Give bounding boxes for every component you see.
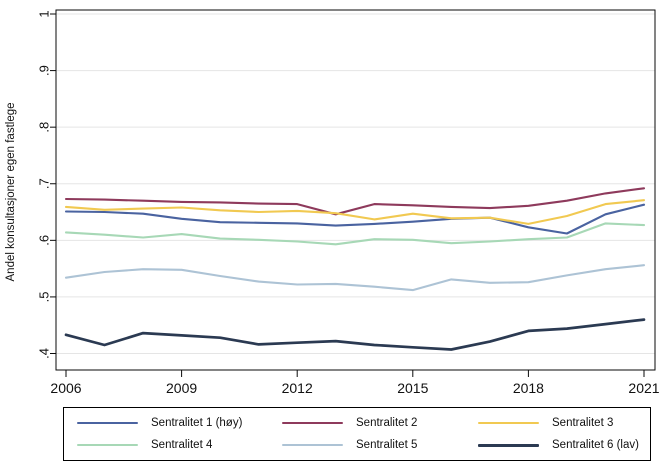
legend-label: Sentralitet 4 (151, 439, 213, 451)
series-line-4 (64, 222, 646, 246)
x-tick-label: 2018 (513, 380, 544, 396)
plot-border (55, 9, 656, 371)
y-axis-title: Andel konsultasjoner egen fastlege (5, 102, 17, 281)
series-line-1 (64, 203, 646, 235)
line-chart: .4 .5 .6 .7 .8 .9 1 2006 2009 2012 2015 2018 2021 An… (5, 9, 660, 396)
y-tick-label: .8 (37, 122, 52, 133)
legend-label: Sentralitet 5 (356, 439, 418, 451)
series-line-5 (64, 264, 646, 292)
legend-line-swatch (478, 443, 539, 447)
series-lines (64, 187, 646, 351)
series-line-2 (64, 187, 646, 216)
axis-ticks (50, 13, 645, 377)
x-tick-label: 2015 (397, 380, 428, 396)
legend-line-swatch (282, 421, 343, 425)
y-tick-label: 1 (37, 10, 52, 17)
x-tick-label: 2021 (628, 380, 659, 396)
legend-line-swatch (77, 421, 138, 425)
series-line-6 (64, 318, 646, 351)
legend-line-swatch (77, 443, 138, 447)
legend-label: Sentralitet 6 (lav) (552, 439, 639, 451)
legend-label: Sentralitet 1 (høy) (151, 417, 243, 429)
legend-item-sentralitet-4: Sentralitet 4 (77, 439, 282, 451)
legend-item-sentralitet-6: Sentralitet 6 (lav) (478, 439, 646, 451)
y-tick-label: .4 (37, 348, 52, 359)
legend: Sentralitet 1 (høy) Sentralitet 2 Sentra… (63, 407, 651, 461)
legend-label: Sentralitet 2 (356, 417, 418, 429)
series-line-3 (64, 199, 646, 225)
x-tick-label: 2009 (166, 380, 197, 396)
x-tick-label: 2006 (50, 380, 81, 396)
y-tick-label: .6 (37, 235, 52, 246)
y-tick-label: .9 (37, 65, 52, 76)
legend-item-sentralitet-3: Sentralitet 3 (478, 417, 646, 429)
axis-tick-labels: .4 .5 .6 .7 .8 .9 1 2006 2009 2012 2015 2018 2021 (37, 10, 660, 396)
legend-item-sentralitet-1: Sentralitet 1 (høy) (77, 417, 282, 429)
x-tick-label: 2012 (282, 380, 313, 396)
legend-label: Sentralitet 3 (552, 417, 614, 429)
y-tick-label: .7 (37, 178, 52, 189)
legend-line-swatch (478, 421, 539, 425)
legend-item-sentralitet-2: Sentralitet 2 (282, 417, 478, 429)
legend-item-sentralitet-5: Sentralitet 5 (282, 439, 478, 451)
y-tick-label: .5 (37, 291, 52, 302)
gridlines (56, 13, 655, 354)
legend-line-swatch (282, 443, 343, 447)
